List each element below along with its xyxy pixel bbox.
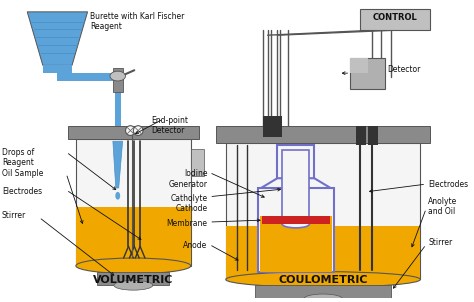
Text: Electrodes: Electrodes: [428, 180, 468, 188]
Ellipse shape: [126, 126, 135, 135]
Ellipse shape: [133, 126, 143, 135]
Bar: [76, 207, 191, 266]
Polygon shape: [27, 12, 88, 65]
Bar: [255, 285, 391, 299]
Text: Catholyte
Cathode: Catholyte Cathode: [170, 194, 207, 213]
Text: Electrodes: Electrodes: [2, 187, 42, 196]
Text: CONTROL: CONTROL: [373, 13, 418, 22]
Bar: [263, 116, 273, 137]
Bar: [97, 272, 169, 285]
Text: Membrane: Membrane: [166, 219, 207, 228]
Bar: [262, 216, 330, 224]
Bar: [226, 226, 420, 279]
Text: Drops of
Reagent: Drops of Reagent: [2, 148, 34, 168]
Bar: [277, 145, 314, 179]
Bar: [360, 9, 430, 30]
Text: Burette with Karl Fischer
Reagent: Burette with Karl Fischer Reagent: [91, 12, 185, 31]
Bar: [115, 88, 121, 128]
Ellipse shape: [226, 272, 420, 287]
Text: Detector: Detector: [387, 65, 420, 74]
Bar: [43, 65, 72, 73]
Text: COULOMETRIC: COULOMETRIC: [278, 275, 368, 284]
Bar: [113, 68, 123, 92]
Text: End-point
Detector: End-point Detector: [151, 116, 188, 135]
Bar: [282, 150, 310, 224]
Text: Stirrer: Stirrer: [2, 211, 26, 220]
Text: Anode: Anode: [183, 242, 207, 250]
Bar: [356, 126, 366, 145]
Text: VOLUMETRIC: VOLUMETRIC: [93, 275, 173, 284]
Bar: [350, 58, 368, 73]
Bar: [57, 73, 115, 81]
Text: Oil Sample: Oil Sample: [2, 169, 43, 178]
Bar: [68, 126, 199, 139]
Ellipse shape: [76, 258, 191, 274]
Bar: [191, 149, 204, 176]
Ellipse shape: [115, 192, 120, 200]
Bar: [350, 58, 385, 89]
Bar: [273, 116, 282, 137]
Ellipse shape: [282, 220, 310, 228]
Text: Stirrer: Stirrer: [428, 238, 452, 247]
Polygon shape: [113, 141, 123, 188]
Bar: [258, 188, 334, 272]
Bar: [368, 126, 378, 145]
Text: Iodine
Generator: Iodine Generator: [168, 169, 207, 189]
Bar: [260, 216, 332, 272]
Bar: [216, 126, 430, 143]
Bar: [76, 139, 191, 266]
Text: Anolyte
and Oil: Anolyte and Oil: [428, 197, 457, 216]
Ellipse shape: [114, 281, 153, 290]
Polygon shape: [258, 178, 334, 190]
Bar: [226, 143, 420, 279]
Ellipse shape: [110, 71, 126, 81]
Ellipse shape: [304, 294, 343, 302]
